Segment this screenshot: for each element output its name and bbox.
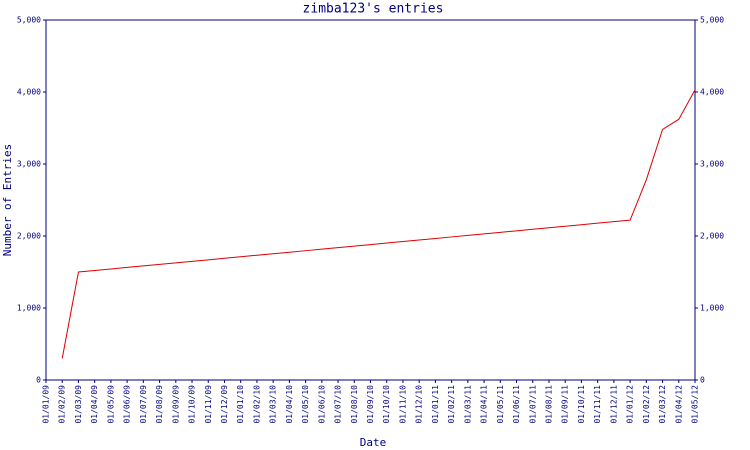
x-tick-label: 01/09/10 bbox=[366, 385, 375, 424]
x-tick-label: 01/06/09 bbox=[123, 385, 132, 424]
x-tick-label: 01/10/09 bbox=[188, 385, 197, 424]
x-tick-label: 01/02/10 bbox=[252, 385, 261, 424]
y-axis-label: Number of Entries bbox=[1, 144, 14, 257]
y2-tick-label: 3,000 bbox=[700, 160, 724, 169]
x-tick-label: 01/10/10 bbox=[382, 385, 391, 424]
x-tick-label: 01/10/11 bbox=[577, 385, 586, 424]
x-tick-label: 01/01/10 bbox=[236, 385, 245, 424]
x-tick-label: 01/09/09 bbox=[171, 385, 180, 424]
x-tick-label: 01/07/11 bbox=[528, 385, 537, 424]
x-tick-label: 01/03/11 bbox=[463, 385, 472, 424]
x-tick-label: 01/09/11 bbox=[561, 385, 570, 424]
plot-frame bbox=[45, 19, 696, 381]
y-tick-label: 5,000 bbox=[17, 16, 41, 25]
x-tick-label: 01/11/09 bbox=[204, 385, 213, 424]
x-tick-label: 01/02/12 bbox=[642, 385, 651, 424]
x-tick-label: 01/04/12 bbox=[674, 385, 683, 424]
x-tick-label: 01/03/10 bbox=[269, 385, 278, 424]
x-tick-label: 01/06/10 bbox=[317, 385, 326, 424]
x-tick-label: 01/11/11 bbox=[593, 385, 602, 424]
x-tick-label: 01/01/11 bbox=[431, 385, 440, 424]
x-tick-label: 01/07/09 bbox=[139, 385, 148, 424]
y-tick-label: 2,000 bbox=[17, 232, 41, 241]
x-tick-label: 01/04/09 bbox=[90, 385, 99, 424]
x-tick-label: 01/08/10 bbox=[350, 385, 359, 424]
data-line bbox=[61, 89, 696, 359]
x-tick-label: 01/12/10 bbox=[415, 385, 424, 424]
x-tick-label: 01/11/10 bbox=[398, 385, 407, 424]
y-tick-label: 1,000 bbox=[17, 304, 41, 313]
x-tick-label: 01/03/09 bbox=[74, 385, 83, 424]
y2-tick-label: 4,000 bbox=[700, 88, 724, 97]
x-tick-label: 01/04/10 bbox=[285, 385, 294, 424]
x-tick-label: 01/08/09 bbox=[155, 385, 164, 424]
y-tick-label: 3,000 bbox=[17, 160, 41, 169]
x-tick-label: 01/05/10 bbox=[301, 385, 310, 424]
x-tick-label: 01/02/11 bbox=[447, 385, 456, 424]
y2-tick-label: 5,000 bbox=[700, 16, 724, 25]
x-tick-label: 01/06/11 bbox=[512, 385, 521, 424]
x-tick-label: 01/05/09 bbox=[106, 385, 115, 424]
y-tick-label: 0 bbox=[36, 376, 41, 385]
y2-tick-label: 0 bbox=[700, 376, 705, 385]
y-tick-label: 4,000 bbox=[17, 88, 41, 97]
x-tick-label: 01/05/11 bbox=[496, 385, 505, 424]
x-tick-label: 01/12/09 bbox=[220, 385, 229, 424]
x-tick-label: 01/05/12 bbox=[691, 385, 700, 424]
x-tick-label: 01/02/09 bbox=[58, 385, 67, 424]
x-tick-label: 01/01/12 bbox=[626, 385, 635, 424]
y2-tick-label: 2,000 bbox=[700, 232, 724, 241]
x-tick-label: 01/03/12 bbox=[658, 385, 667, 424]
x-tick-label: 01/12/11 bbox=[609, 385, 618, 424]
x-tick-label: 01/08/11 bbox=[544, 385, 553, 424]
x-tick-label: 01/07/10 bbox=[334, 385, 343, 424]
x-tick-label: 01/04/11 bbox=[480, 385, 489, 424]
chart-title: zimba123's entries bbox=[303, 2, 444, 17]
x-tick-label: 01/01/09 bbox=[42, 385, 51, 424]
x-axis-label: Date bbox=[360, 436, 387, 449]
y2-tick-label: 1,000 bbox=[700, 304, 724, 313]
